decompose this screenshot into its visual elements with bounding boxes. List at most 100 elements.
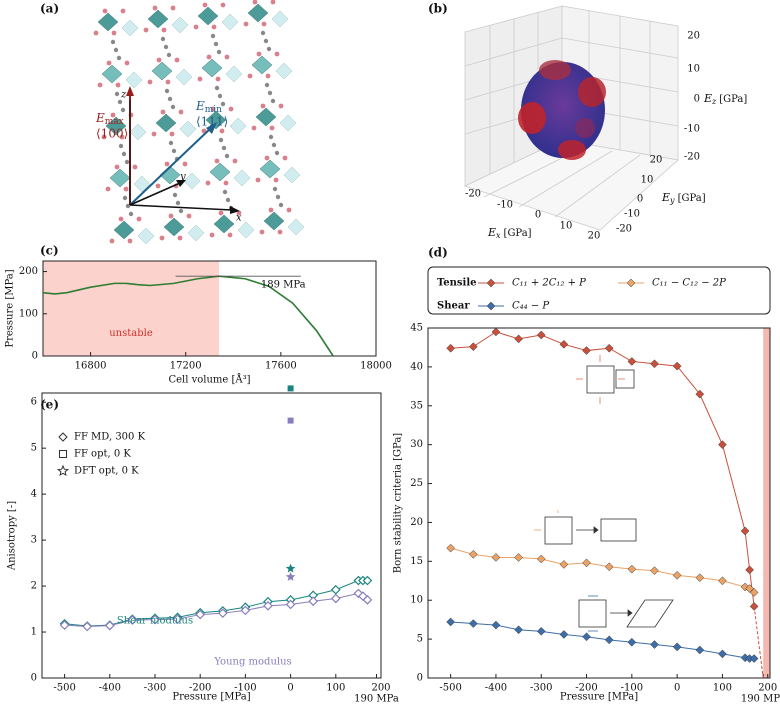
- data-point: [718, 440, 727, 450]
- data-point: [240, 605, 251, 616]
- structure-atom: [260, 30, 266, 36]
- structure-atom: [115, 82, 121, 88]
- y-tick-label: 20: [410, 517, 423, 528]
- x-tick-label: -400: [99, 683, 121, 694]
- structure-atom: [136, 216, 142, 222]
- y-axis-label: Pressure [MPa]: [5, 269, 16, 347]
- structure-atom: [273, 177, 279, 183]
- series-line: [64, 592, 368, 628]
- structure-atom: [124, 159, 130, 165]
- structure-polyhedron: [101, 64, 123, 84]
- structure-atom: [278, 202, 284, 208]
- structure-atom: [168, 140, 174, 146]
- structure-atom: [259, 229, 265, 235]
- panel-label: (b): [428, 2, 448, 16]
- structure-atom: [101, 134, 107, 140]
- structure-atom: [97, 82, 103, 88]
- series-label: Shear modulus: [117, 616, 193, 627]
- y-tick-label: 40: [410, 361, 423, 372]
- structure-atom: [117, 99, 123, 105]
- data-point: [536, 554, 546, 564]
- e-max-label: Emax: [95, 111, 124, 127]
- limit-tick-label: 190 MPa: [741, 694, 780, 704]
- extrapolation: [753, 606, 764, 679]
- y-axis-label: Born stability criteria [GPa]: [393, 433, 404, 573]
- data-point: [672, 361, 682, 371]
- legend-box: [427, 266, 771, 315]
- data-point: [627, 637, 637, 647]
- legend-group: Shear: [437, 301, 470, 312]
- data-point: [604, 562, 614, 572]
- axis-letter: y: [179, 172, 186, 183]
- structure-polyhedron: [225, 65, 243, 83]
- data-point: [491, 620, 501, 630]
- structure-atom: [160, 36, 166, 42]
- structure-polyhedron: [271, 10, 289, 28]
- x-tick-label: -100: [621, 683, 643, 694]
- structure-atom: [224, 153, 230, 159]
- x-tick-label: 0: [674, 683, 680, 694]
- data-point: [514, 553, 523, 562]
- x-tick-label: -400: [485, 683, 507, 694]
- data-point: [308, 596, 319, 607]
- x-tick-label: 10: [560, 221, 573, 232]
- crystal-structure: [93, 0, 305, 245]
- data-point: [491, 553, 501, 562]
- x-tick-label: 0: [535, 210, 541, 221]
- x-tick-label: -500: [53, 683, 75, 694]
- structure-polyhedron: [137, 227, 155, 245]
- data-point: [745, 584, 754, 593]
- structure-polyhedron: [259, 159, 281, 179]
- structure-polyhedron: [175, 68, 193, 86]
- legend-label: FF opt, 0 K: [74, 449, 131, 460]
- structure-atom: [120, 107, 126, 113]
- y-tick-label: 3: [31, 535, 37, 546]
- structure-atom: [272, 186, 278, 192]
- structure-polyhedron: [255, 107, 277, 127]
- structure-atom: [174, 57, 180, 63]
- structure-atom: [123, 186, 129, 192]
- annotation-label: 189 MPa: [261, 280, 306, 291]
- e-min-direction: ⟨111⟩: [196, 115, 228, 129]
- y-tick-label: 0: [32, 351, 38, 362]
- structure-atom: [205, 180, 211, 186]
- structure-atom: [206, 54, 212, 60]
- data-point: [514, 334, 523, 344]
- y-tick-label: -20: [616, 224, 632, 235]
- data-point: [559, 560, 569, 569]
- structure-atom: [114, 91, 120, 97]
- data-point: [150, 614, 160, 625]
- axis-label: Ez [GPa]: [703, 92, 747, 106]
- z-tick-label: -20: [684, 152, 700, 163]
- structure-polyhedron: [221, 13, 239, 31]
- data-point: [627, 357, 637, 366]
- structure-atom: [243, 21, 249, 27]
- legend-marker: [59, 450, 67, 458]
- structure-atom: [227, 232, 233, 238]
- structure-polyhedron: [233, 169, 251, 187]
- structure-atom: [118, 143, 124, 149]
- structure-atom: [164, 161, 170, 167]
- x-axis-label: Pressure [MPa]: [172, 692, 250, 703]
- structure-arrows: [126, 86, 240, 214]
- data-point: [446, 617, 456, 627]
- y-tick-label: 15: [410, 556, 423, 567]
- structure-atom: [113, 47, 119, 53]
- y-tick-label: 1: [31, 627, 37, 638]
- structure-atom: [163, 44, 169, 50]
- axis-subscript: y: [669, 196, 675, 205]
- structure-atom: [220, 2, 226, 8]
- structure-atom: [119, 134, 125, 140]
- structure-atom: [202, 2, 208, 8]
- data-point: [718, 649, 727, 659]
- dft-opt-point: [285, 563, 296, 573]
- structure-atom: [171, 148, 177, 154]
- structure-atom: [111, 30, 117, 36]
- structure-polyhedron: [183, 172, 201, 190]
- x-tick-label: -20: [465, 189, 481, 200]
- series-line: [64, 580, 368, 627]
- structure-atom: [260, 103, 266, 109]
- data-point: [740, 526, 750, 536]
- data-point: [468, 619, 478, 628]
